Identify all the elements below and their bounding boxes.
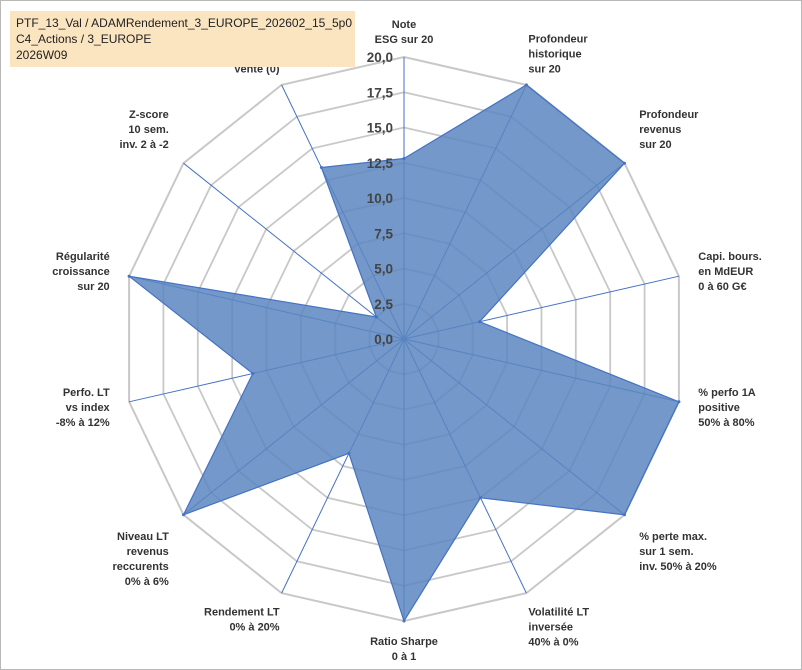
data-point: [402, 619, 406, 623]
axis-label: Niveau LT revenus reccurents 0% à 6%: [113, 531, 170, 588]
data-point: [479, 496, 482, 500]
chart-title-line-3: 2026W09: [16, 48, 68, 62]
axis-label-line: 0% à 20%: [229, 622, 279, 634]
axis-label-line: sur 20: [77, 281, 109, 293]
axis-label-line: inv. 50% à 20%: [639, 561, 717, 573]
axis-label-line: sur 20: [528, 63, 560, 75]
data-point: [677, 400, 681, 404]
axis-label-line: Régularité: [56, 251, 110, 263]
axis-label-line: vs index: [66, 402, 111, 414]
data-point: [251, 372, 255, 375]
axis-label: % perfo 1A positive 50% à 80%: [698, 387, 756, 429]
series-area: [127, 83, 681, 623]
axis-label-line: 50% à 80%: [698, 417, 754, 429]
axis-label-line: positive: [698, 402, 740, 414]
axis-label: Profondeur historique sur 20: [528, 33, 588, 75]
axis-label-line: historique: [528, 48, 581, 60]
tick-label: 10,0: [367, 191, 393, 206]
chart-title-box: PTF_13_Val / ADAMRendement_3_EUROPE_2026…: [10, 11, 355, 67]
axis-label-line: Note: [392, 19, 416, 31]
axis-label-line: Volatilité LT: [528, 607, 589, 619]
axis-label-line: 10 sem.: [128, 124, 168, 136]
axis-label-line: Ratio Sharpe: [370, 636, 438, 648]
axis-label-line: revenus: [127, 546, 169, 558]
data-point: [478, 320, 482, 324]
axis-label-line: 0% à 6%: [125, 576, 169, 588]
axis-label: Régularité croissance sur 20: [52, 251, 109, 293]
data-point: [402, 157, 406, 160]
axis-label-line: sur 1 sem.: [639, 546, 693, 558]
axis-label-line: % perte max.: [639, 531, 707, 543]
axis-label-line: Z-score: [129, 109, 169, 121]
axis-label-line: sur 20: [639, 139, 671, 151]
axis-label-line: Capi. bours.: [698, 251, 762, 263]
series-polygon: [128, 84, 680, 623]
data-point: [347, 451, 351, 455]
tick-label: 15,0: [367, 121, 393, 136]
tick-label: 20,0: [367, 50, 393, 65]
axis-label: % perte max. sur 1 sem. inv. 50% à 20%: [639, 531, 717, 573]
tick-label: 2,5: [374, 297, 393, 312]
axis-label-line: 0 à 60 G€: [698, 281, 746, 293]
axis-label: Capi. bours. en MdEUR 0 à 60 G€: [698, 251, 762, 293]
axis-label-line: Perfo. LT: [63, 387, 110, 399]
data-point: [623, 161, 626, 165]
data-point: [182, 513, 185, 517]
tick-label: 12,5: [367, 156, 394, 171]
tick-label: 17,5: [367, 85, 394, 100]
tick-label: 0,0: [374, 332, 393, 347]
axis-label-line: ESG sur 20: [375, 34, 434, 46]
chart-title-line-2: C4_Actions / 3_EUROPE: [16, 32, 152, 46]
axis-label: Note ESG sur 20: [375, 19, 434, 46]
axis-label-line: croissance: [52, 266, 109, 278]
axis-label-line: revenus: [639, 124, 681, 136]
axis-label: Rendement LT 0% à 20%: [204, 607, 280, 634]
axis-label: Z-score 10 sem. inv. 2 à -2: [119, 109, 168, 151]
axis-label-line: en MdEUR: [698, 266, 753, 278]
axis-label-line: inversée: [528, 622, 573, 634]
axis-label-line: -8% à 12%: [56, 417, 110, 429]
axis-label: Perfo. LT vs index -8% à 12%: [56, 387, 111, 429]
axis-label-line: 40% à 0%: [528, 637, 578, 649]
axis-label: Volatilité LT inversée 40% à 0%: [528, 607, 589, 649]
data-point: [319, 166, 323, 169]
axis-label-line: Profondeur: [639, 109, 699, 121]
axis-label: Ratio Sharpe 0 à 1: [370, 636, 438, 663]
axis-label-line: 0 à 1: [392, 651, 416, 663]
axis-label: Profondeur revenus sur 20: [639, 109, 699, 151]
axis-label-line: inv. 2 à -2: [119, 139, 168, 151]
data-point: [374, 315, 378, 319]
chart-title-line-1: PTF_13_Val / ADAMRendement_3_EUROPE_2026…: [16, 16, 352, 30]
axis-label-line: Rendement LT: [204, 607, 280, 619]
data-point: [524, 83, 528, 87]
axis-label-line: reccurents: [113, 561, 169, 573]
tick-label: 7,5: [374, 226, 393, 241]
tick-label: 5,0: [374, 262, 393, 277]
data-point: [623, 513, 626, 517]
data-point: [127, 274, 131, 278]
axis-label-line: % perfo 1A: [698, 387, 756, 399]
axis-spoke: [183, 162, 405, 340]
tick-labels: 0,0 2,5 5,0 7,5 10,0 12,5 15,0 17,5 20,0: [367, 50, 394, 347]
axis-label-line: Profondeur: [528, 33, 588, 45]
axis-label-line: Niveau LT: [117, 531, 169, 543]
axis-labels: Note ESG sur 20 Profondeur historique sur 20…: [52, 19, 762, 663]
